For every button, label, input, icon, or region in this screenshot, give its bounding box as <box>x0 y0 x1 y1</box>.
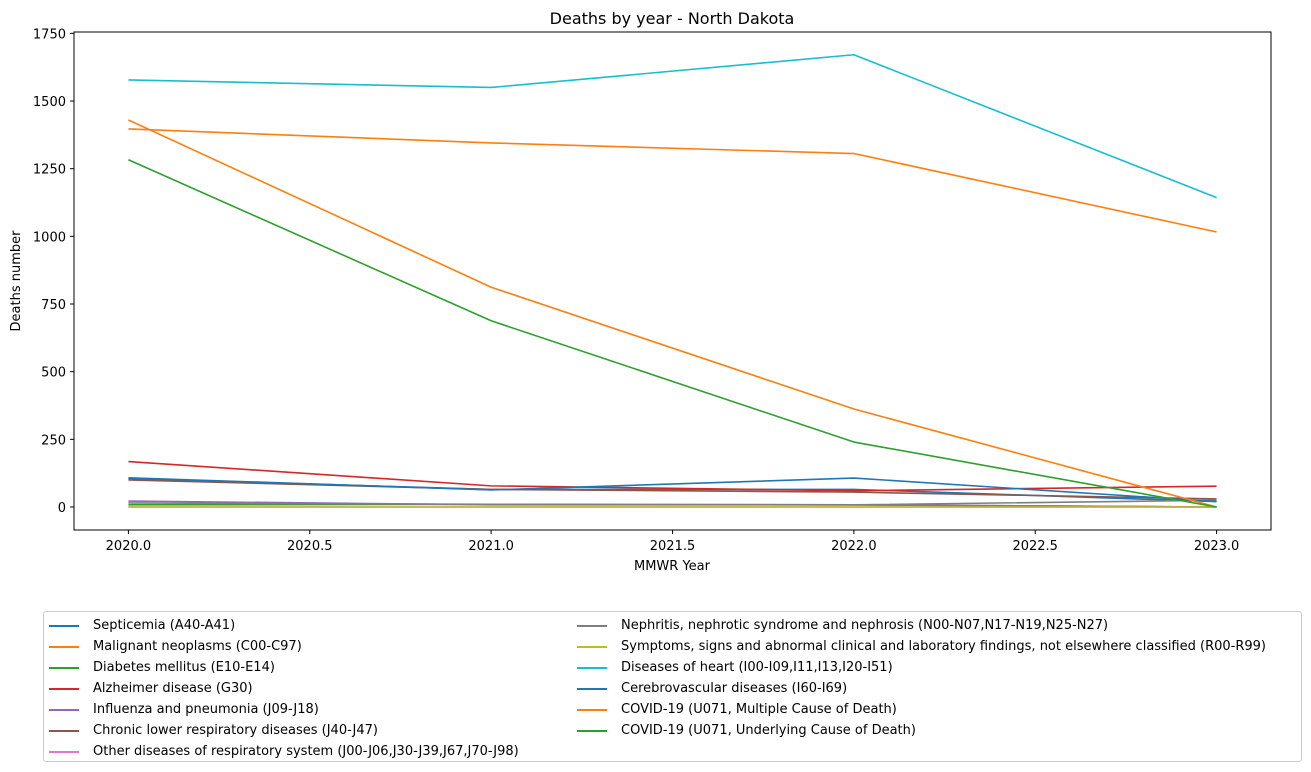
legend-item: Chronic lower respiratory diseases (J40-… <box>49 720 519 741</box>
legend-swatch <box>577 729 607 732</box>
series-line-4 <box>128 460 1217 492</box>
legend-label: COVID-19 (U071, Multiple Cause of Death) <box>621 702 897 717</box>
legend-swatch <box>49 687 79 690</box>
y-tick-label: 250 <box>41 433 66 448</box>
series-line-6 <box>128 479 1217 500</box>
legend-swatch <box>49 750 79 753</box>
legend-swatch <box>49 624 79 627</box>
line-chart: Deaths by year - North Dakota 2020.0 2020… <box>9 9 1272 574</box>
legend-label: Nephritis, nephrotic syndrome and nephro… <box>621 618 1109 633</box>
legend-label: Malignant neoplasms (C00-C97) <box>93 639 302 654</box>
legend-label: Diabetes mellitus (E10-E14) <box>93 660 275 675</box>
plot-frame <box>73 31 1272 531</box>
x-axis-ticks: 2020.0 2020.5 2021.0 2021.5 2022.0 2022.5 2023… <box>106 530 1240 554</box>
legend: Septicemia (A40-A41) Malignant neoplasms … <box>43 611 1302 762</box>
legend-label: Diseases of heart (I00-I09,I11,I13,I20-I… <box>621 660 893 675</box>
x-tick-label: 2023.0 <box>1194 539 1240 554</box>
legend-column-right: Nephritis, nephrotic syndrome and nephro… <box>577 615 1266 741</box>
legend-swatch <box>577 687 607 690</box>
legend-swatch <box>49 729 79 732</box>
legend-swatch <box>49 645 79 648</box>
chart-title: Deaths by year - North Dakota <box>550 9 795 28</box>
y-tick-label: 750 <box>41 298 66 313</box>
legend-swatch <box>577 708 607 711</box>
y-tick-label: 1500 <box>33 95 66 110</box>
legend-label: Influenza and pneumonia (J09-J18) <box>93 702 319 717</box>
y-tick-label: 1250 <box>33 163 66 178</box>
series-layer <box>128 53 1217 508</box>
legend-swatch <box>577 624 607 627</box>
legend-swatch <box>49 666 79 669</box>
legend-swatch <box>577 666 607 669</box>
legend-item: Septicemia (A40-A41) <box>49 615 519 636</box>
legend-label: COVID-19 (U071, Underlying Cause of Deat… <box>621 723 916 738</box>
legend-item: Nephritis, nephrotic syndrome and nephro… <box>577 615 1266 636</box>
y-tick-label: 1750 <box>33 27 66 42</box>
x-tick-label: 2020.5 <box>287 539 333 554</box>
legend-label: Other diseases of respiratory system (J0… <box>93 744 519 759</box>
legend-item: COVID-19 (U071, Multiple Cause of Death) <box>577 699 1266 720</box>
legend-item: Cerebrovascular diseases (I60-I69) <box>577 678 1266 699</box>
legend-item: Influenza and pneumonia (J09-J18) <box>49 699 519 720</box>
series-line-13 <box>128 159 1217 508</box>
legend-label: Alzheimer disease (G30) <box>93 681 253 696</box>
legend-column-left: Septicemia (A40-A41) Malignant neoplasms … <box>49 615 519 762</box>
legend-label: Cerebrovascular diseases (I60-I69) <box>621 681 848 696</box>
legend-swatch <box>49 708 79 711</box>
legend-label: Septicemia (A40-A41) <box>93 618 236 633</box>
legend-label: Symptoms, signs and abnormal clinical an… <box>621 639 1266 654</box>
x-tick-label: 2022.5 <box>1012 539 1058 554</box>
legend-item: COVID-19 (U071, Underlying Cause of Deat… <box>577 720 1266 741</box>
x-tick-label: 2020.0 <box>106 539 152 554</box>
legend-item: Symptoms, signs and abnormal clinical an… <box>577 636 1266 657</box>
legend-item: Alzheimer disease (G30) <box>49 678 519 699</box>
y-axis-label: Deaths number <box>9 230 24 332</box>
series-line-12 <box>128 119 1217 508</box>
x-tick-label: 2022.0 <box>831 539 877 554</box>
legend-item: Malignant neoplasms (C00-C97) <box>49 636 519 657</box>
y-tick-label: 1000 <box>33 230 66 245</box>
y-tick-label: 500 <box>41 366 66 381</box>
legend-label: Chronic lower respiratory diseases (J40-… <box>93 723 378 738</box>
series-line-11 <box>128 476 1217 503</box>
legend-item: Diabetes mellitus (E10-E14) <box>49 657 519 678</box>
series-line-8 <box>128 499 1217 506</box>
legend-item: Diseases of heart (I00-I09,I11,I13,I20-I… <box>577 657 1266 678</box>
x-axis-label: MMWR Year <box>634 559 711 574</box>
legend-item: Other diseases of respiratory system (J0… <box>49 741 519 762</box>
legend-swatch <box>577 645 607 648</box>
x-tick-label: 2021.5 <box>650 539 696 554</box>
y-axis-ticks: 0 250 500 750 1000 1250 1500 1750 <box>33 27 74 516</box>
y-tick-label: 0 <box>58 501 66 516</box>
x-tick-label: 2021.0 <box>468 539 514 554</box>
series-line-2 <box>128 128 1217 233</box>
series-line-10 <box>128 53 1217 199</box>
